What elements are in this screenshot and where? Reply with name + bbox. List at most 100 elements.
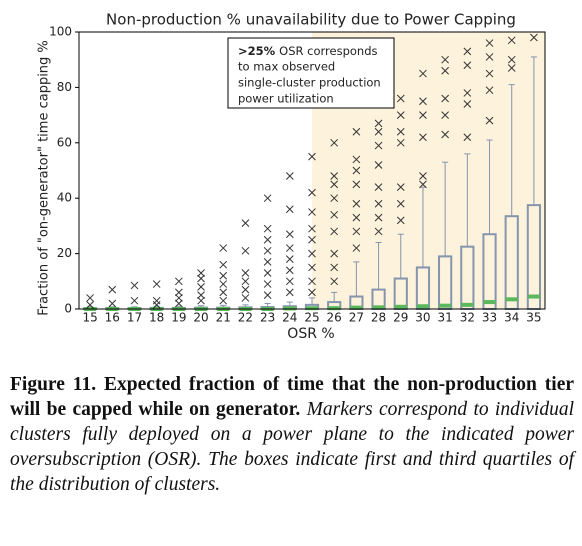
- outlier: [374, 183, 383, 191]
- x-tick-label: 33: [482, 311, 497, 325]
- outlier: [441, 130, 449, 139]
- chart-title: Non-production % unavailability due to P…: [106, 11, 516, 29]
- x-tick-label: 25: [304, 311, 319, 325]
- x-tick-label: 31: [438, 311, 453, 325]
- outlier: [441, 66, 449, 75]
- outlier: [419, 97, 427, 106]
- annotation-box: [227, 37, 395, 109]
- outlier: [330, 263, 339, 272]
- outlier: [308, 224, 316, 233]
- outlier: [330, 210, 339, 219]
- x-tick-label: 17: [127, 311, 142, 325]
- outlier: [108, 299, 117, 308]
- caption-label: Figure 11.: [10, 374, 97, 395]
- outlier: [374, 199, 383, 208]
- x-tick-label: 30: [415, 311, 430, 325]
- outlier: [152, 296, 161, 305]
- outlier: [396, 111, 405, 119]
- outlier: [330, 138, 339, 147]
- outlier: [308, 208, 316, 216]
- outlier: [197, 291, 205, 300]
- outlier: [175, 277, 183, 286]
- outlier: [419, 172, 427, 180]
- y-axis-label: Fraction of "on-generator" time capping …: [37, 40, 52, 316]
- outlier: [241, 294, 250, 302]
- outlier: [530, 33, 538, 42]
- outlier: [396, 183, 405, 191]
- outlier: [419, 111, 427, 119]
- outlier: [374, 119, 383, 128]
- x-tick-label: 15: [82, 311, 97, 325]
- outlier: [463, 61, 472, 70]
- outlier: [219, 260, 228, 269]
- outlier: [396, 94, 405, 103]
- outlier: [285, 172, 294, 180]
- x-tick-label: 21: [216, 311, 231, 325]
- outlier: [485, 116, 494, 125]
- outlier: [507, 55, 516, 64]
- x-tick-label: 18: [149, 311, 164, 325]
- outlier: [485, 53, 494, 61]
- outlier: [352, 180, 361, 189]
- outlier: [285, 277, 294, 286]
- outlier: [285, 288, 294, 297]
- outlier: [308, 188, 316, 197]
- outlier: [86, 294, 94, 302]
- outlier: [219, 288, 228, 297]
- outlier: [485, 86, 494, 95]
- outlier: [219, 271, 228, 280]
- outlier: [263, 246, 272, 255]
- outlier: [352, 155, 361, 164]
- x-tick-label: 22: [238, 311, 253, 325]
- caption: Figure 11. Expected fraction of time tha…: [10, 372, 574, 497]
- outlier: [152, 300, 161, 309]
- annotation-text: >25% OSR corresponds: [238, 44, 378, 58]
- outlier: [308, 152, 316, 161]
- outlier: [285, 266, 294, 275]
- outlier: [241, 277, 250, 286]
- outlier: [330, 249, 339, 258]
- outlier: [130, 281, 139, 290]
- outlier: [330, 277, 339, 286]
- outlier: [197, 269, 205, 277]
- outlier: [485, 39, 494, 47]
- x-tick-label: 24: [282, 311, 297, 325]
- outlier: [463, 89, 472, 97]
- outlier: [396, 127, 405, 136]
- outlier: [485, 69, 494, 78]
- outlier: [263, 269, 272, 277]
- outlier: [241, 285, 250, 294]
- caption-text: Markers correspond to individual cluster…: [10, 399, 574, 495]
- outlier: [130, 296, 139, 305]
- x-tick-label: 26: [327, 311, 342, 325]
- outlier: [352, 213, 361, 222]
- outlier: [263, 224, 272, 233]
- outlier: [308, 263, 316, 272]
- x-tick-label: 16: [105, 311, 120, 325]
- outlier: [463, 100, 472, 108]
- outlier: [263, 235, 272, 244]
- outlier: [507, 36, 516, 45]
- outlier: [463, 133, 472, 142]
- outlier: [219, 244, 228, 252]
- outlier: [419, 180, 427, 189]
- outlier: [396, 216, 405, 225]
- outlier: [285, 255, 294, 263]
- outlier: [175, 299, 183, 308]
- y-tick-label: 60: [57, 135, 72, 149]
- outlier: [308, 277, 316, 286]
- outlier: [396, 138, 405, 147]
- outlier: [197, 274, 205, 283]
- outlier: [86, 300, 94, 309]
- x-tick-label: 23: [260, 311, 275, 325]
- outlier: [352, 227, 361, 236]
- x-tick-label: 19: [171, 311, 186, 325]
- x-tick-label: 34: [504, 311, 519, 325]
- outlier: [507, 64, 516, 72]
- outlier: [374, 161, 383, 169]
- outlier: [108, 285, 117, 294]
- outlier: [419, 133, 427, 142]
- outlier: [352, 127, 361, 136]
- caption-title: Expected fraction of time that the non-p…: [10, 374, 575, 420]
- outlier: [285, 205, 294, 214]
